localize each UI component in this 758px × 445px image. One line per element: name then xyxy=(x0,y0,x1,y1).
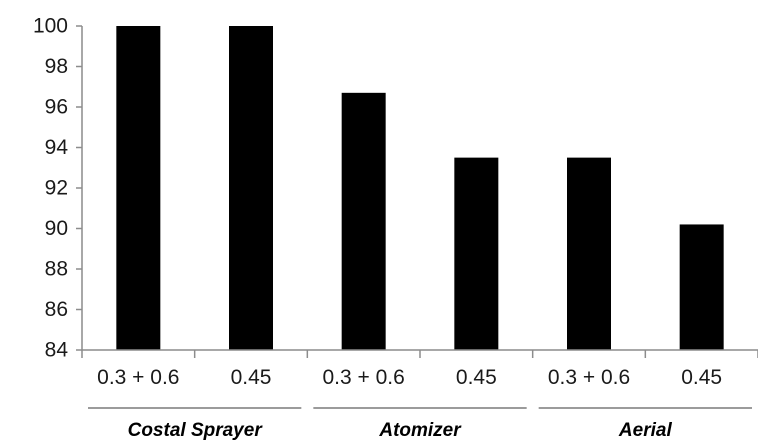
bar xyxy=(567,157,611,350)
group-labels: Costal Sprayer Atomizer Aerial xyxy=(88,407,752,441)
bar xyxy=(116,26,161,350)
group-label: Atomizer xyxy=(378,420,462,441)
y-tick-label: 84 xyxy=(45,339,69,362)
y-tick-label: 94 xyxy=(45,136,69,159)
x-tick-label: 0.45 xyxy=(456,366,497,389)
x-tick-label: 0.3 + 0.6 xyxy=(323,366,405,389)
group-label: Aerial xyxy=(618,420,673,441)
x-tick-label: 0.45 xyxy=(681,366,722,389)
x-tick-label: 0.3 + 0.6 xyxy=(97,366,179,389)
y-tick-label: 96 xyxy=(45,96,68,119)
axes xyxy=(81,26,758,358)
bars xyxy=(116,26,724,350)
x-tick-label: 0.3 + 0.6 xyxy=(548,366,630,389)
bar xyxy=(341,92,386,350)
bar xyxy=(454,157,499,350)
y-tick-label: 100 xyxy=(33,15,68,38)
y-axis-ticks: 84 86 88 90 92 94 96 98 100 xyxy=(33,15,82,362)
y-tick-label: 92 xyxy=(45,177,68,200)
y-tick-label: 88 xyxy=(45,258,68,281)
y-tick-label: 90 xyxy=(45,217,68,240)
bar xyxy=(229,26,273,350)
group-label: Costal Sprayer xyxy=(128,420,264,441)
y-tick-label: 98 xyxy=(45,55,68,78)
y-tick-label: 86 xyxy=(45,298,68,321)
x-tick-label: 0.45 xyxy=(231,366,272,389)
category-labels: 0.3 + 0.6 0.45 0.3 + 0.6 0.45 0.3 + 0.6 0.45 xyxy=(97,366,722,389)
bar xyxy=(679,224,724,350)
